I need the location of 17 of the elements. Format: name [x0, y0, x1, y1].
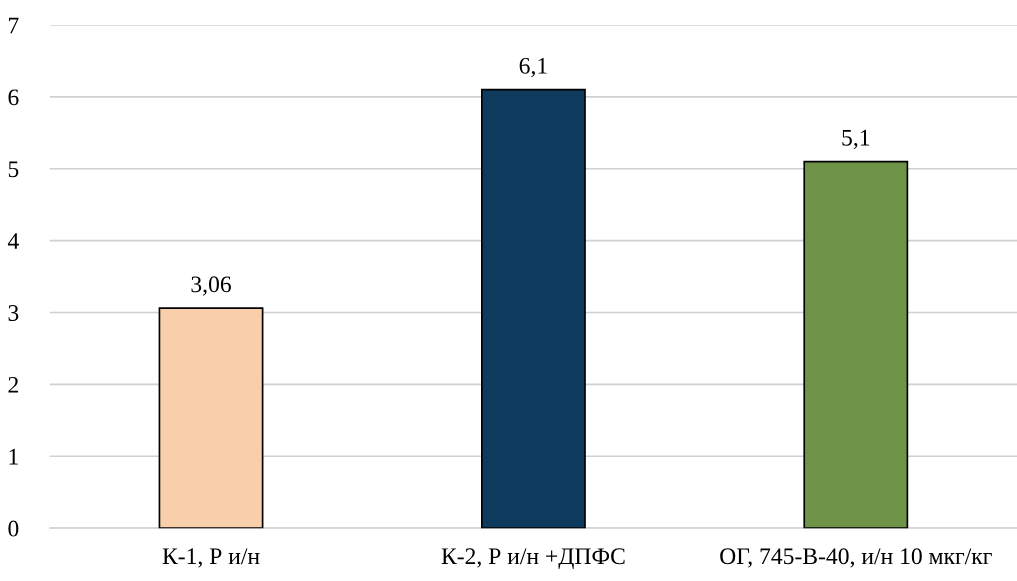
data-label: 5,1 [842, 129, 870, 150]
bar [480, 88, 586, 529]
x-tick-label: К-2, Р и/н +ДПФС [441, 548, 625, 569]
bar [803, 160, 909, 529]
bar [158, 307, 264, 529]
data-label: 3,06 [191, 276, 231, 296]
x-tick-label: ОГ, 745-В-40, и/н 10 мкг/кг [720, 548, 992, 568]
y-tick-label: 3 [8, 305, 19, 321]
y-tick-label: 4 [7, 233, 19, 249]
y-tick-label: 0 [8, 520, 19, 537]
x-tick-label: К-1, Р и/н [162, 548, 260, 568]
y-tick-label: 7 [9, 17, 19, 34]
y-tick-label: 5 [8, 161, 19, 178]
y-tick-label: 6 [8, 89, 19, 106]
data-label: 6,1 [519, 57, 547, 78]
y-tick-label: 2 [8, 376, 18, 393]
y-tick-label: 1 [9, 448, 18, 465]
